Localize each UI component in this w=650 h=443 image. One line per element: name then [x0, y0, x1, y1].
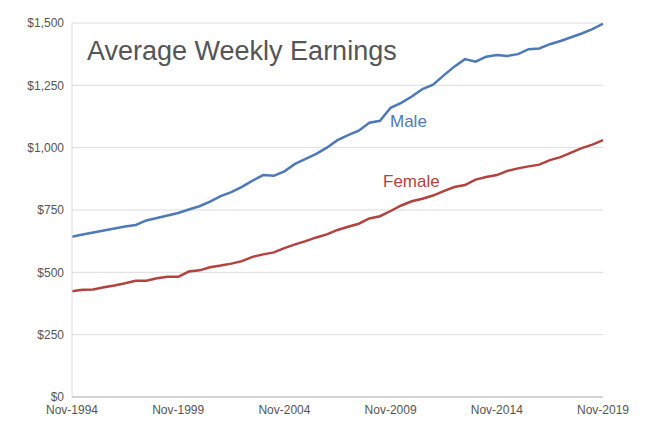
svg-text:Nov-2019: Nov-2019 — [577, 403, 629, 417]
svg-text:$250: $250 — [37, 328, 64, 342]
svg-text:$1,000: $1,000 — [27, 141, 64, 155]
svg-text:Nov-1994: Nov-1994 — [46, 403, 98, 417]
html-text:Average Weekly Earnings: Average Weekly Earnings — [87, 36, 397, 66]
svg-text:$0: $0 — [51, 390, 65, 404]
html-text:Female: Female — [383, 172, 440, 191]
svg-text:Nov-1999: Nov-1999 — [152, 403, 204, 417]
svg-text:$1,500: $1,500 — [27, 16, 64, 30]
svg-text:$500: $500 — [37, 266, 64, 280]
svg-text:Nov-2014: Nov-2014 — [471, 403, 523, 417]
html-text:Male: Male — [390, 112, 427, 131]
svg-text:$750: $750 — [37, 203, 64, 217]
svg-text:Nov-2009: Nov-2009 — [365, 403, 417, 417]
svg-text:$1,250: $1,250 — [27, 79, 64, 93]
svg-text:Nov-2004: Nov-2004 — [258, 403, 310, 417]
